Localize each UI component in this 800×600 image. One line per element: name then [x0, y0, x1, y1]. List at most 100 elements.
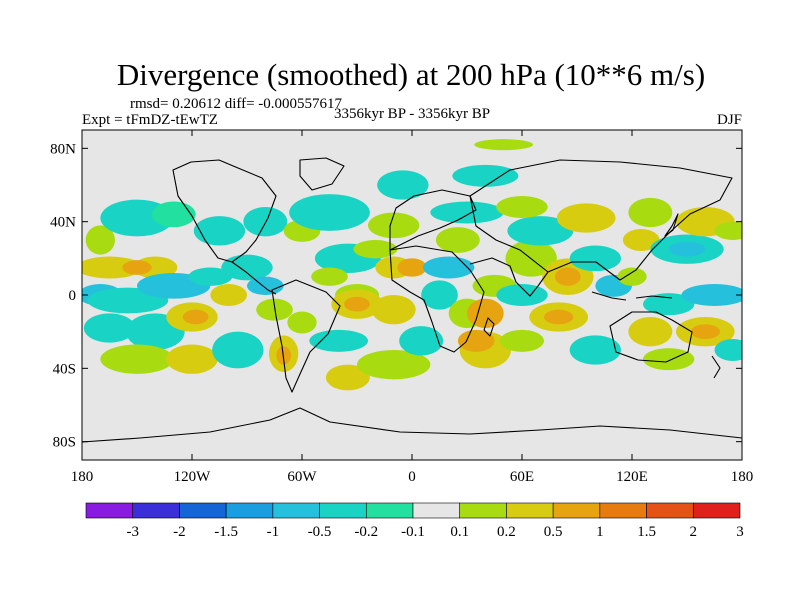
colorbar-label-2: -1.5 [214, 524, 238, 540]
field-contour-63 [569, 335, 621, 365]
field-contour-10 [83, 313, 136, 343]
coastlines [82, 157, 742, 443]
map-axes: 180 120W 60W 0 60E 120E 180 80N 40N 0 40S 80S [50, 130, 753, 485]
colorbar-swatch-4 [272, 502, 320, 519]
field-contour-14 [100, 344, 174, 374]
field-contour-62 [500, 329, 544, 352]
field-contour-32 [344, 296, 370, 312]
field-contour-47 [452, 164, 519, 187]
field-contour-74 [643, 293, 695, 316]
colorbar-label-0: -3 [126, 524, 139, 540]
field-contour-71 [668, 241, 706, 257]
y-tick-label-0: 80N [50, 141, 76, 157]
colorbar-swatch-12 [646, 502, 694, 519]
field-contour-20 [221, 254, 273, 281]
field-contour-48 [474, 139, 533, 151]
x-tick-label-3: 0 [408, 469, 416, 485]
x-tick-label-0: 180 [71, 469, 94, 485]
field-contour-69 [628, 197, 673, 228]
x-tick-label-2: 60W [287, 469, 317, 485]
colorbar-swatch-1 [132, 502, 180, 519]
field-contour-59 [555, 267, 581, 286]
field-contour-44 [423, 256, 475, 279]
period-label: 3356kyr BP - 3356kyr BP [334, 106, 490, 122]
x-tick-label-6: 180 [731, 469, 754, 485]
chart-title: Divergence (smoothed) at 200 hPa (10**6 … [117, 57, 705, 92]
stats-label: rmsd= 0.20612 diff= -0.000557617 [130, 96, 343, 112]
field-contour-33 [309, 329, 368, 352]
colorbar-label-12: 2 [690, 524, 698, 540]
colorbar-swatch-3 [225, 502, 274, 519]
field-contour-36 [371, 295, 416, 325]
colorbar-label-3: -1 [267, 524, 280, 540]
field-contour-43 [421, 280, 458, 310]
field-contour-52 [457, 329, 495, 352]
field-contour-42 [399, 326, 444, 356]
field-contour-21 [247, 276, 284, 296]
colorbar: -3 -2 -1.5 -1 -0.5 -0.2 -0.1 0.1 0.2 0.5 1 1.5 2 3 [85, 502, 744, 540]
field-contour-75 [681, 284, 742, 306]
colorbar-swatch-5 [319, 502, 367, 519]
field-contour-61 [544, 309, 574, 325]
field-contour-64 [556, 203, 616, 233]
field-contour-17 [193, 216, 246, 246]
field-contour-65 [569, 245, 621, 272]
colorbar-swatch-2 [179, 502, 227, 519]
colorbar-label-11: 1.5 [637, 524, 656, 540]
colorbar-swatch-10 [552, 502, 601, 519]
colorbar-swatch-11 [599, 502, 647, 519]
field-contour-50 [467, 298, 504, 329]
field-contour-45 [435, 227, 480, 253]
y-tick-label-1: 40N [50, 215, 76, 231]
field-contour-80 [714, 339, 742, 361]
x-tick-label-5: 120E [616, 469, 648, 485]
colorbar-label-13: 3 [736, 524, 744, 540]
colorbar-label-9: 0.5 [544, 524, 563, 540]
x-tick-label-4: 60E [510, 469, 534, 485]
field-contour-13 [182, 309, 209, 325]
colorbar-label-6: -0.1 [401, 524, 425, 540]
field-contour-38 [397, 258, 427, 277]
field-contour-29 [311, 267, 348, 286]
field-contour-2 [151, 201, 196, 228]
colorbar-label-7: 0.1 [450, 524, 469, 540]
field-contour-35 [357, 350, 431, 380]
y-tick-label-2: 0 [69, 288, 77, 304]
field-contour-27 [289, 194, 370, 231]
field-contour-24 [287, 311, 317, 334]
colorbar-label-1: -2 [173, 524, 186, 540]
colorbar-swatch-0 [85, 502, 134, 519]
field-contour-40 [368, 212, 420, 239]
field-contour-16 [212, 331, 264, 369]
season-label: DJF [717, 112, 742, 128]
field-contour-34 [325, 364, 370, 391]
colorbar-label-10: 1 [596, 524, 604, 540]
colorbar-swatch-6 [365, 502, 414, 519]
colorbar-swatch-7 [412, 502, 461, 519]
field-contour-5 [122, 260, 152, 275]
field-contour-46 [430, 201, 504, 224]
colorbar-label-5: -0.2 [354, 524, 378, 540]
field-contour-57 [496, 196, 548, 218]
field-contour-73 [714, 221, 742, 240]
field-contour-67 [617, 267, 647, 286]
experiment-label: Expt = tFmDZ-tEwTZ [82, 112, 218, 128]
field-contour-39 [353, 240, 398, 259]
x-tick-label-1: 120W [174, 469, 212, 485]
field-contour-68 [622, 229, 660, 251]
field-contour-0 [85, 225, 116, 255]
colorbar-label-8: 0.2 [497, 524, 516, 540]
field-contour-41 [377, 170, 429, 200]
field-contour-18 [243, 207, 288, 237]
field-contour-56 [507, 216, 574, 246]
field-contour-79 [643, 348, 695, 371]
colorbar-swatch-8 [459, 502, 507, 519]
colorbar-swatch-9 [506, 502, 554, 519]
field-contour-76 [628, 317, 673, 347]
y-tick-label-3: 40S [53, 361, 76, 377]
field-contour-78 [690, 324, 720, 339]
y-tick-label-4: 80S [53, 435, 76, 451]
colorbar-label-4: -0.5 [308, 524, 332, 540]
colorbar-swatch-13 [692, 502, 741, 519]
